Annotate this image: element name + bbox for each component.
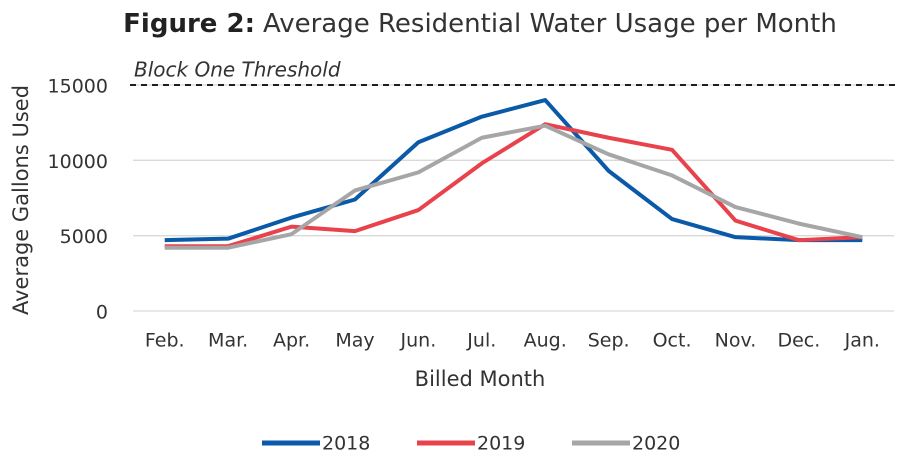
y-axis-label: Average Gallons Used — [9, 85, 33, 315]
y-tick-label: 15000 — [48, 76, 108, 98]
title-label: Figure 2: — [123, 9, 255, 39]
x-tick-label: Jul. — [466, 330, 496, 352]
x-tick-label: May — [335, 330, 374, 352]
x-tick-label: Jan. — [844, 330, 880, 352]
series-line — [164, 122, 863, 249]
x-tick-label: Apr. — [273, 330, 310, 352]
legend-label: 2019 — [477, 433, 525, 455]
x-tick-label: Sep. — [588, 330, 630, 352]
title-text: Average Residential Water Usage per Mont… — [263, 9, 837, 39]
chart-title: Figure 2: Average Residential Water Usage… — [123, 9, 837, 39]
y-tick-label: 5000 — [60, 226, 108, 248]
x-tick-label: Oct. — [653, 330, 692, 352]
x-tick-label: Mar. — [208, 330, 248, 352]
y-tick-label: 10000 — [48, 151, 108, 173]
series-line — [164, 123, 863, 250]
x-tick-label: Nov. — [715, 330, 757, 352]
x-tick-label: Feb. — [145, 330, 185, 352]
x-tick-label: Jun. — [400, 330, 437, 352]
x-tick-label: Aug. — [524, 330, 567, 352]
y-tick-label: 0 — [96, 302, 108, 324]
legend-label: 2018 — [322, 433, 370, 455]
x-axis-label: Billed Month — [415, 367, 546, 391]
legend-label: 2020 — [632, 433, 680, 455]
threshold-label: Block One Threshold — [134, 58, 341, 82]
x-tick-label: Dec. — [777, 330, 820, 352]
series-line — [164, 98, 863, 243]
